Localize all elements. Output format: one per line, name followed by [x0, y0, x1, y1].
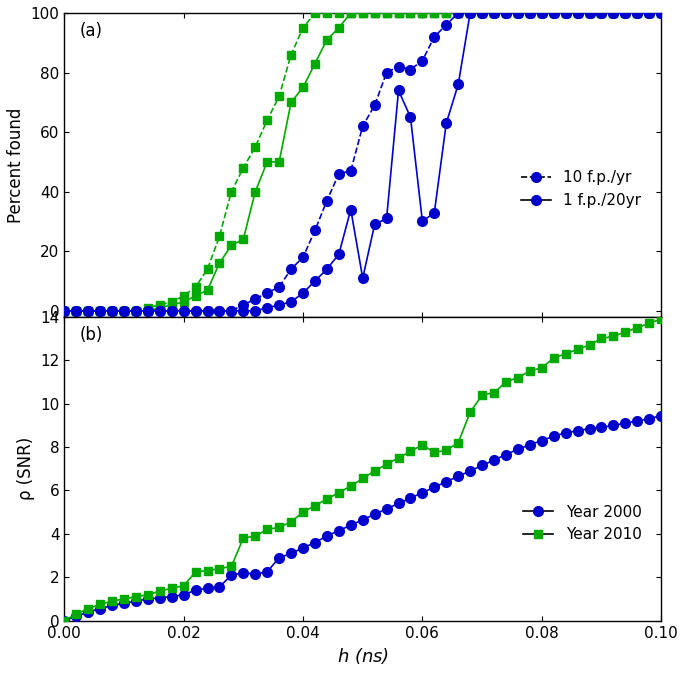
Year 2010 [645, 319, 653, 327]
Year 2010 [60, 616, 68, 625]
Year 2010 [191, 568, 199, 576]
Legend: Year 2000, Year 2010: Year 2000, Year 2010 [516, 499, 647, 548]
Line: Year 2000: Year 2000 [60, 411, 666, 625]
Y-axis label: Percent found: Percent found [7, 107, 25, 223]
Year 2010 [657, 315, 665, 323]
X-axis label: $h$ (ns): $h$ (ns) [336, 646, 389, 666]
Line: Year 2010: Year 2010 [60, 315, 665, 625]
Year 2000 [645, 415, 653, 423]
Year 2010 [251, 532, 260, 540]
Text: (a): (a) [79, 22, 102, 40]
Year 2000 [454, 472, 462, 481]
Legend: 10 f.p./yr, 1 f.p./20yr: 10 f.p./yr, 1 f.p./20yr [514, 164, 647, 214]
Year 2000 [657, 411, 665, 419]
Year 2000 [191, 586, 199, 594]
Year 2010 [239, 534, 247, 542]
Year 2000 [60, 616, 68, 625]
Year 2000 [239, 569, 247, 577]
Y-axis label: ρ (SNR): ρ (SNR) [16, 437, 34, 500]
Year 2010 [490, 389, 498, 397]
Year 2010 [454, 439, 462, 447]
Text: (b): (b) [79, 326, 103, 344]
Year 2000 [251, 570, 260, 578]
Year 2000 [490, 456, 498, 464]
